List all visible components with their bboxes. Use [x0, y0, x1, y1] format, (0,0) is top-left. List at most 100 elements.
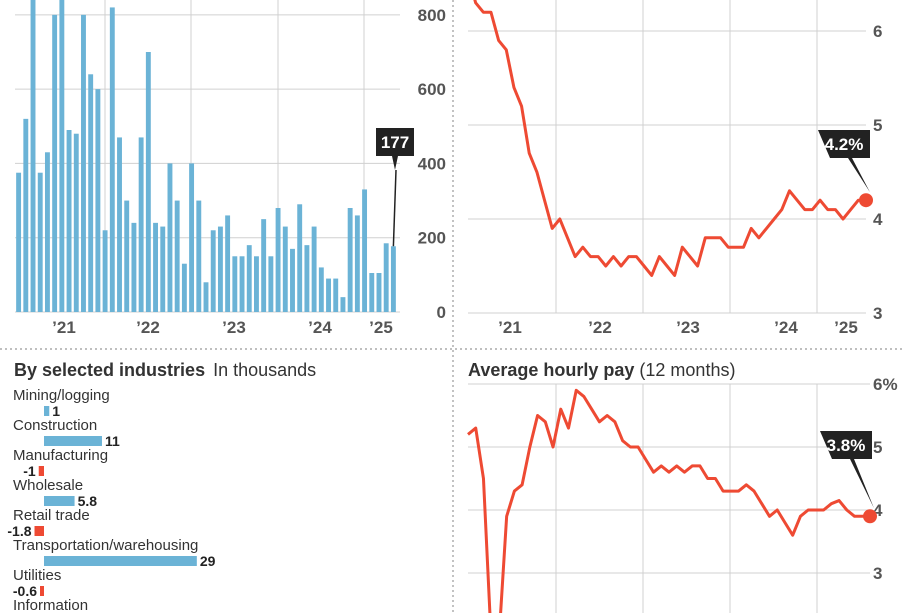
x-tick-label: ’25 [369, 318, 393, 337]
bar [268, 256, 274, 312]
bar [261, 219, 267, 312]
bar [282, 226, 288, 312]
callout-leader [392, 169, 397, 247]
x-tick-label: ’24 [774, 318, 798, 337]
bar [326, 278, 331, 312]
bar [44, 152, 50, 312]
panel-title: By selected industries In thousands [14, 360, 316, 380]
x-tick-label: ’21 [52, 318, 76, 337]
bar [52, 14, 58, 312]
bar [347, 208, 353, 312]
callout-box [820, 431, 874, 509]
industry-value: 5.8 [78, 493, 98, 509]
y-tick-label: 3 [873, 564, 882, 583]
y-tick-label: 400 [418, 154, 446, 173]
bar [217, 226, 223, 312]
bar [297, 204, 303, 312]
y-tick-label: 6 [873, 22, 882, 41]
payrolls-bar-panel: 0 200 400 600 800 ’21 ’22 ’23 ’24 ’25 177 [15, 0, 446, 337]
bar [362, 189, 368, 312]
bar [275, 208, 281, 312]
bar [117, 137, 122, 312]
series-line [473, 0, 866, 277]
bar [131, 222, 137, 312]
panel-title: Average hourly pay (12 months) [468, 360, 735, 380]
bar [167, 163, 173, 312]
y-tick-label: 3 [873, 304, 882, 323]
bar [254, 256, 259, 312]
industry-label: Retail trade [13, 507, 90, 524]
industry-value: -0.6 [13, 583, 37, 599]
y-tick-label: 0 [437, 303, 446, 322]
industry-label: Information [13, 597, 88, 613]
x-tick-label: ’23 [222, 318, 246, 337]
industry-bar [44, 436, 102, 446]
industry-value: 29 [200, 553, 216, 569]
industry-bar [44, 496, 75, 506]
bar [37, 172, 43, 312]
bar [390, 246, 396, 312]
bar [189, 163, 195, 312]
panel-title-units: In thousands [213, 360, 316, 380]
bar [153, 222, 158, 312]
industries-panel: By selected industries In thousands Mining… [7, 360, 316, 613]
bar [66, 130, 72, 312]
bar [16, 172, 22, 312]
bar [383, 243, 389, 312]
industry-bar [38, 466, 44, 476]
industry-bar [40, 586, 44, 596]
industry-bar [44, 556, 197, 566]
industry-bar [44, 406, 50, 416]
bar [376, 273, 382, 312]
bar [369, 273, 375, 312]
bar [174, 200, 180, 312]
x-tick-label: ’23 [676, 318, 700, 337]
bar [23, 118, 29, 312]
bar [81, 14, 86, 312]
bar [30, 0, 36, 312]
x-tick-label: ’22 [588, 318, 612, 337]
series-line [467, 388, 870, 613]
bar [109, 7, 115, 313]
bar [88, 74, 94, 313]
bar [203, 282, 209, 312]
x-tick-label: ’22 [136, 318, 160, 337]
industry-value: 1 [52, 403, 60, 419]
industry-value: 11 [105, 433, 120, 449]
bar [340, 297, 346, 312]
bar [210, 230, 216, 312]
bar [73, 133, 79, 312]
bar [354, 215, 360, 312]
y-tick-label: 4 [873, 501, 883, 520]
industry-value: -1 [23, 463, 36, 479]
panel-title-units: (12 months) [639, 360, 735, 380]
y-tick-label: 5 [873, 438, 882, 457]
bar [311, 226, 317, 312]
bar [225, 215, 231, 312]
series-end-point [859, 193, 873, 208]
hourly-pay-panel: Average hourly pay (12 months) 3 4 5 6% 3.8% [467, 360, 898, 613]
series-end-point [863, 509, 877, 524]
bar [124, 200, 130, 312]
bar [318, 267, 324, 312]
x-tick-label: ’25 [834, 318, 858, 337]
callout-label: 177 [381, 133, 409, 152]
unemployment-line-panel: 3 4 5 6 ’21 ’22 ’23 ’24 ’25 4.2% [468, 0, 883, 337]
callout-box [818, 130, 870, 193]
bar [290, 248, 295, 312]
industry-label: Construction [13, 417, 97, 434]
bar [304, 245, 310, 312]
x-tick-label: ’24 [308, 318, 332, 337]
y-tick-label: 4 [873, 210, 883, 229]
x-tick-label: ’21 [498, 318, 522, 337]
industry-label: Transportation/warehousing [13, 537, 198, 554]
y-tick-label: 6% [873, 375, 898, 394]
bar [333, 278, 339, 312]
callout-label: 3.8% [827, 436, 866, 455]
panel-title-main: By selected industries [14, 360, 205, 380]
y-tick-label: 5 [873, 116, 882, 135]
y-tick-label: 600 [418, 80, 446, 99]
bar [138, 137, 144, 312]
bar [95, 89, 101, 313]
